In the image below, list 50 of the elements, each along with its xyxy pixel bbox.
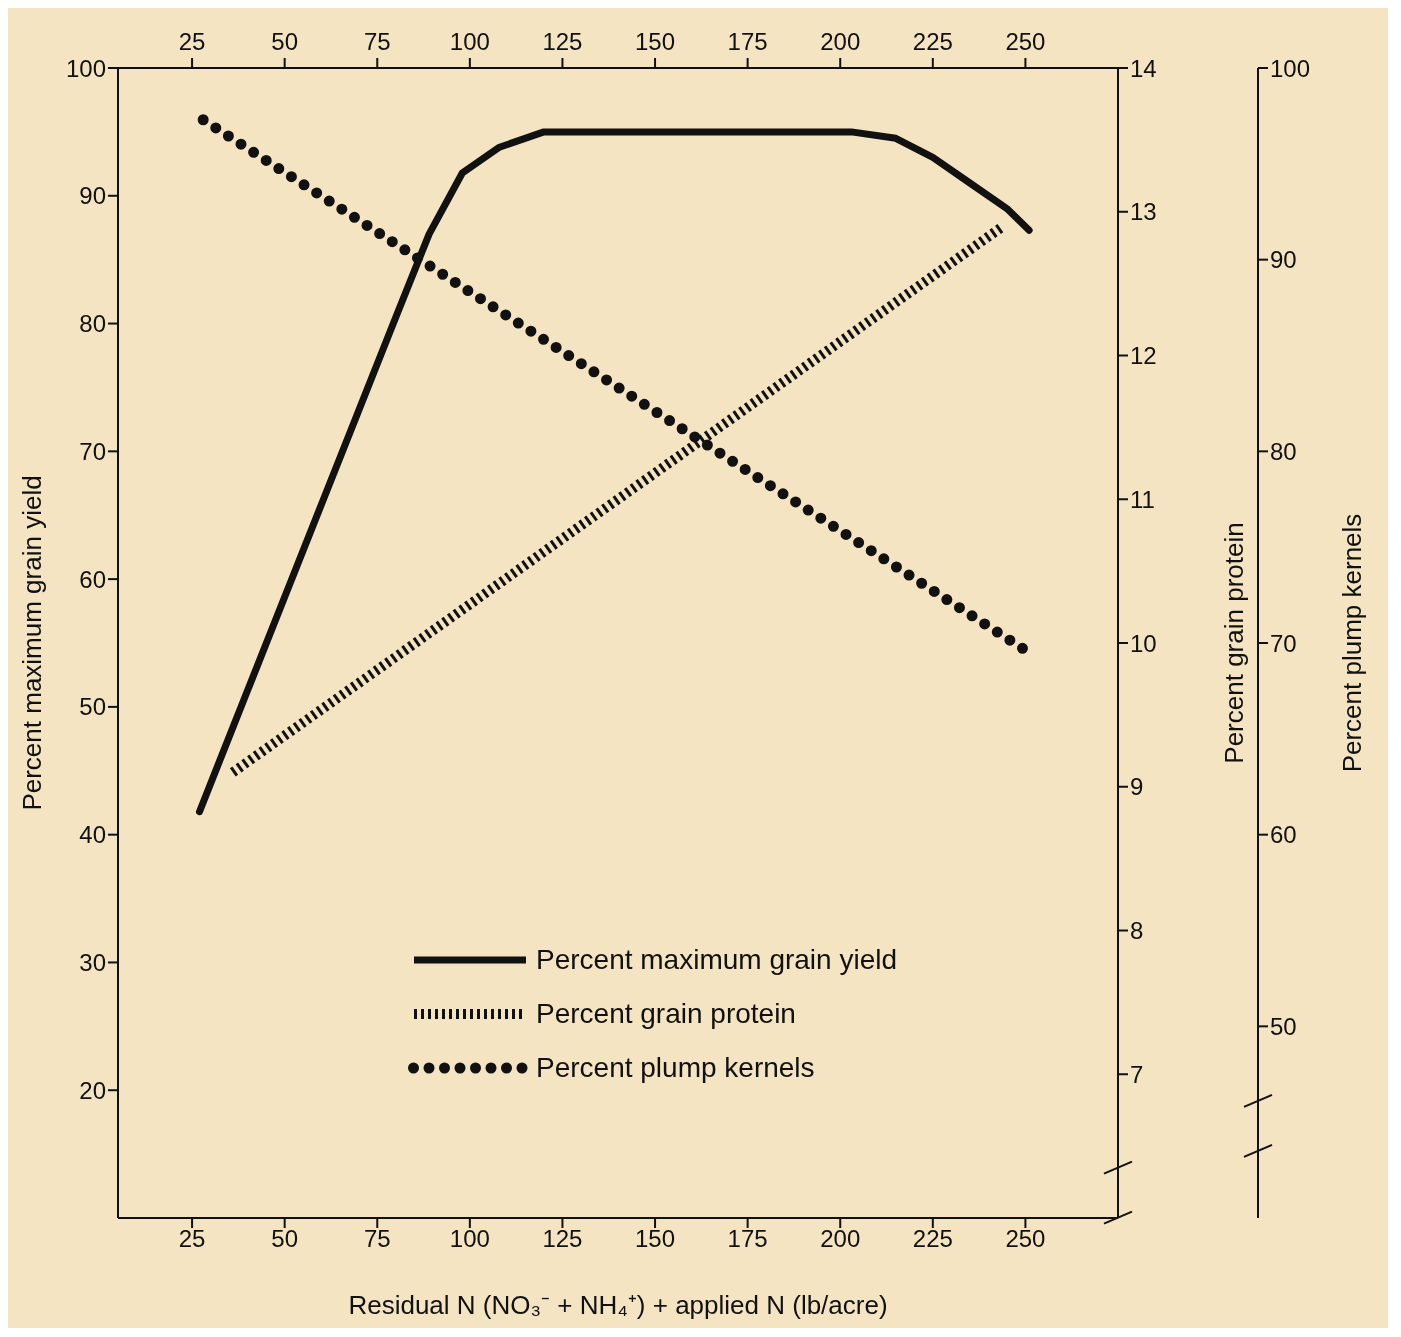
y2-tick-label: 10 [1130,629,1157,657]
y2-tick-label: 12 [1130,342,1157,370]
x2-tick-label: 100 [449,28,490,55]
x2-tick-label: 125 [542,28,583,55]
legend-label: Percent plump kernels [536,1052,815,1084]
x-tick-label: 75 [363,1225,391,1253]
y-tick-label: 60 [79,565,106,593]
y-tick-label: 90 [79,182,106,210]
y2-axis-title: Percent grain protein [1219,522,1250,764]
y2-tick-label: 14 [1130,54,1157,82]
y2-tick-label: 8 [1130,917,1144,945]
y3-tick-label: 50 [1270,1012,1297,1040]
y3-tick-label: 70 [1270,629,1297,657]
x2-tick-label: 25 [178,28,206,55]
y3-tick-label: 60 [1270,821,1297,849]
x2-tick-label: 225 [912,28,953,55]
x-tick-label: 175 [727,1225,768,1253]
y2-tick-label: 11 [1130,485,1155,513]
x-tick-label: 250 [1005,1225,1046,1253]
x-tick-label: 100 [449,1225,490,1253]
x-tick-label: 25 [178,1225,206,1253]
x-tick-label: 150 [635,1225,676,1253]
y-tick-label: 70 [79,437,106,465]
x2-tick-label: 50 [271,28,299,55]
x-tick-label: 125 [542,1225,583,1253]
x2-tick-label: 250 [1005,28,1046,55]
y-tick-label: 40 [79,821,106,849]
y2-tick-label: 9 [1130,773,1144,801]
legend-label: Percent maximum grain yield [536,944,898,976]
y-tick-label: 20 [79,1076,106,1104]
x-axis-title: Residual N (NO₃⁻ + NH₄⁺) + applied N (lb/acre) [348,1290,888,1320]
y-tick-label: 50 [79,693,106,721]
y3-tick-label: 80 [1270,437,1297,465]
x-tick-label: 225 [912,1225,953,1253]
y2-tick-label: 13 [1130,198,1157,226]
y-axis-title: Percent maximum grain yield [17,475,48,811]
x2-tick-label: 150 [635,28,676,55]
y2-tick-label: 7 [1130,1060,1144,1088]
x-tick-label: 50 [271,1225,299,1253]
y-tick-label: 80 [79,310,106,338]
x2-tick-label: 75 [363,28,391,55]
y-tick-label: 100 [65,54,106,82]
y-tick-label: 30 [79,948,106,976]
legend-label: Percent grain protein [536,998,796,1030]
y3-tick-label: 90 [1270,246,1297,274]
x-tick-label: 200 [820,1225,861,1253]
y3-axis-title: Percent plump kernels [1337,513,1368,773]
x2-tick-label: 175 [727,28,768,55]
y3-tick-label: 100 [1270,54,1311,82]
x2-tick-label: 200 [820,28,861,55]
